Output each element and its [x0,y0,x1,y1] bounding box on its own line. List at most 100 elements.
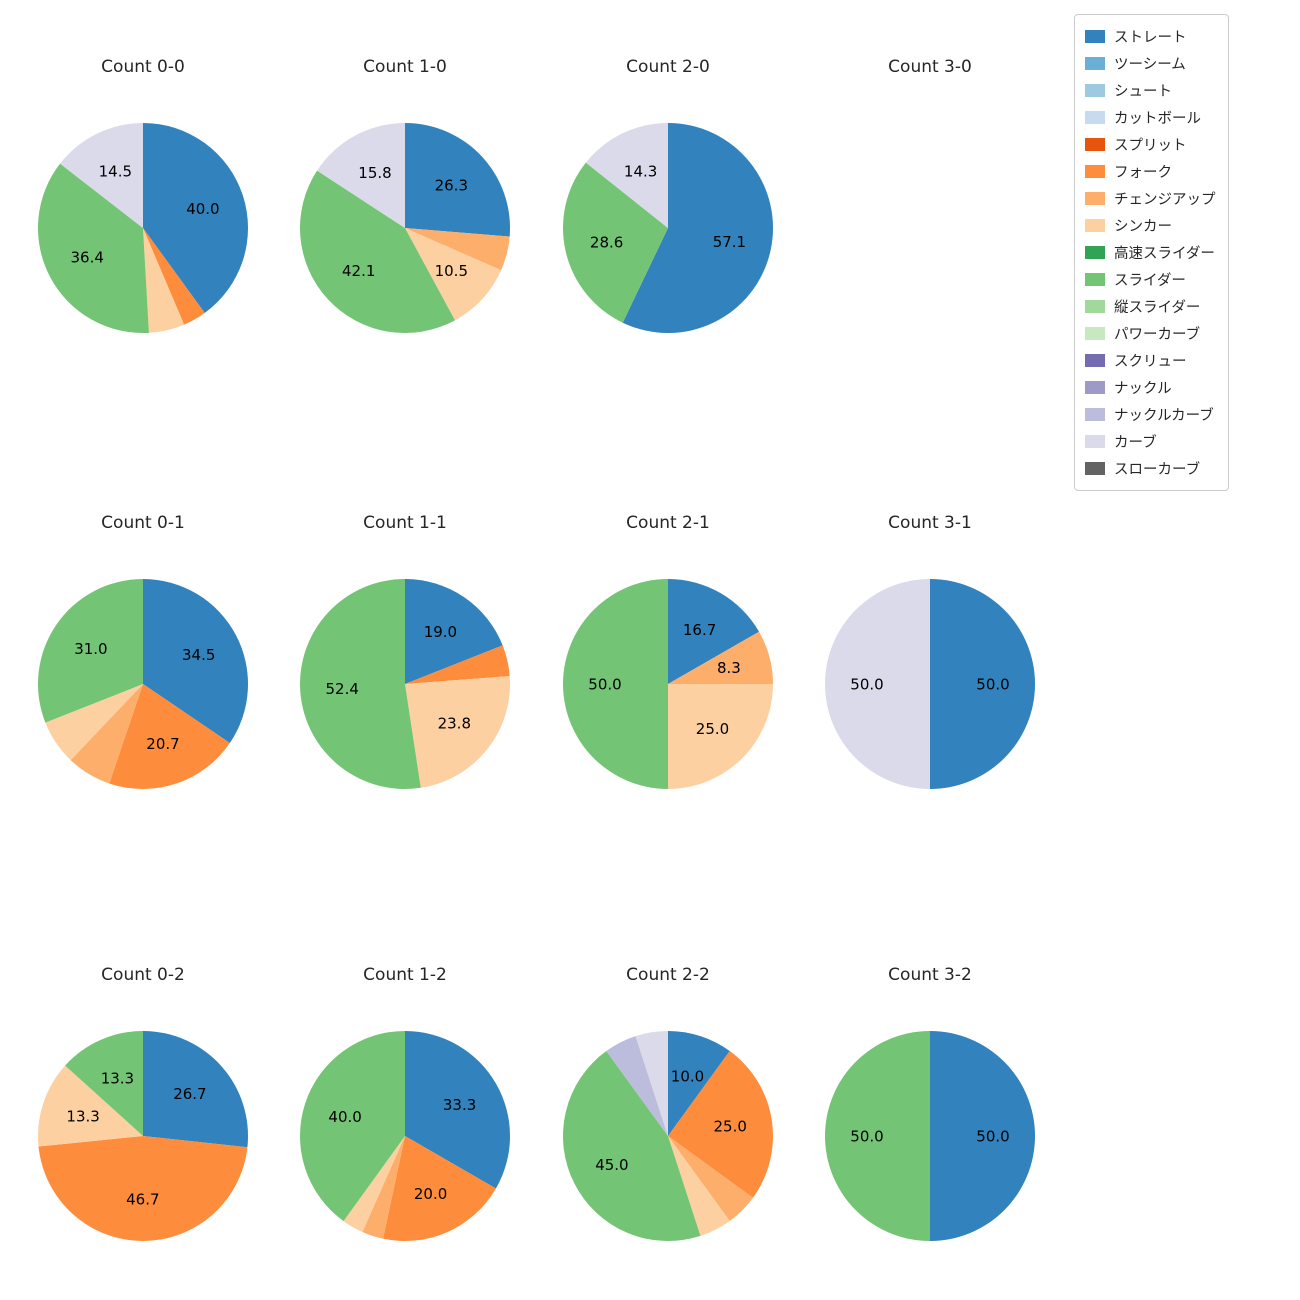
pie-count-2-1: 16.7 8.3 25.0 50.0 [563,579,773,789]
pie-value-label: 31.0 [74,640,107,658]
pie-count-0-0: 40.0 36.4 14.5 [37,122,249,333]
legend-label: カーブ [1114,435,1157,451]
legend-item: スローカーブ [1085,455,1216,482]
pie-chart-count-1-0: Count 1-0 26.3 10.5 42.1 15.8 [275,56,535,334]
pie-slice [825,1031,930,1241]
pie-value-label: 25.0 [696,720,729,738]
legend-item: スクリュー [1085,347,1216,374]
pie-chart-count-1-2: Count 1-2 33.3 20.0 40.0 [275,964,535,1242]
pie-slice [405,228,510,271]
pie-value-label: 33.3 [443,1096,476,1114]
pie-value-label: 26.7 [173,1085,206,1103]
chart-title-count-3-0: Count 3-0 [888,57,972,77]
pie-slice [405,676,510,788]
legend-item: シュート [1085,77,1216,104]
legend-item: ストレート [1085,23,1216,50]
legend-list: ストレート ツーシーム シュート カットボール スプリット フォーク チェンジアップ シンカー… [1085,23,1216,482]
pie-value-label: 34.5 [182,646,215,664]
pie-chart-count-0-1: Count 0-1 34.5 20.7 31.0 [13,512,273,790]
legend-label: 縦スライダー [1114,300,1201,316]
pie-value-label: 50.0 [588,675,621,693]
pie-slice [383,1136,496,1242]
legend-item: スプリット [1085,131,1216,158]
pie-value-label: 14.5 [99,163,132,181]
chart-title-count-0-0: Count 0-0 [101,57,185,77]
pie-value-label: 26.3 [435,177,468,195]
pie-value-label: 50.0 [850,1127,883,1145]
legend-color-swatch [1085,327,1105,340]
pie-slice [109,684,230,790]
legend-item: 縦スライダー [1085,293,1216,320]
pie-count-2-2: 10.0 25.0 45.0 [562,1031,774,1242]
pie-count-0-1: 34.5 20.7 31.0 [37,579,248,790]
pie-slice [362,1136,405,1239]
legend-color-swatch [1085,381,1105,394]
pie-value-label: 20.7 [146,735,179,753]
legend-color-swatch [1085,354,1105,367]
pie-value-label: 42.1 [342,262,375,280]
pie-slice [622,123,774,333]
pie-value-label: 10.5 [435,262,468,280]
pie-slice [300,1031,405,1222]
pie-value-label: 20.0 [414,1185,447,1203]
chart-title-count-0-2: Count 0-2 [101,965,185,985]
pie-slice [563,162,668,323]
pie-slice [668,631,773,684]
pie-value-label: 28.6 [590,233,623,251]
legend-color-swatch [1085,273,1105,286]
pie-slice [668,1136,753,1221]
legend-color-swatch [1085,84,1105,97]
legend-item: 高速スライダー [1085,239,1216,266]
pie-value-label: 45.0 [595,1156,628,1174]
pie-slice [70,684,143,784]
legend-item: スライダー [1085,266,1216,293]
pie-chart-count-2-2: Count 2-2 10.0 25.0 45.0 [538,964,798,1242]
pie-value-label: 19.0 [424,623,457,641]
pie-slice [38,1065,143,1147]
pie-count-2-0: 57.1 28.6 14.3 [563,123,774,333]
pie-value-label: 16.7 [683,621,716,639]
legend-color-swatch [1085,192,1105,205]
legend-item: カーブ [1085,428,1216,455]
legend-label: スローカーブ [1114,462,1201,478]
legend-label: ツーシーム [1114,57,1186,73]
pie-count-3-2: 50.0 50.0 [825,1031,1035,1241]
legend-item: カットボール [1085,104,1216,131]
pie-slice [37,579,143,723]
pie-count-1-1: 19.0 23.8 52.4 [300,579,510,789]
legend-label: フォーク [1114,165,1172,181]
legend-color-swatch [1085,111,1105,124]
pie-slice [300,579,421,789]
pie-value-label: 15.8 [358,164,391,182]
pie-count-1-2: 33.3 20.0 40.0 [300,1031,510,1242]
chart-title-count-1-1: Count 1-1 [363,513,447,533]
pie-slice [405,123,511,237]
legend-item: チェンジアップ [1085,185,1216,212]
pie-value-label: 14.3 [624,163,657,181]
pie-slice [668,1136,730,1236]
pie-slice [405,1031,510,1189]
pie-value-label: 50.0 [976,675,1009,693]
pie-value-label: 57.1 [713,233,746,251]
pie-slice [37,163,149,333]
pie-chart-count-3-0: Count 3-0 [800,56,1060,334]
legend-item: ツーシーム [1085,50,1216,77]
legend-color-swatch [1085,246,1105,259]
chart-title-count-3-2: Count 3-2 [888,965,972,985]
pie-slice [606,1036,668,1136]
legend-label: 高速スライダー [1114,246,1215,262]
pie-slice [668,1051,774,1198]
legend-item: フォーク [1085,158,1216,185]
legend-color-swatch [1085,219,1105,232]
pie-chart-count-3-1: Count 3-1 50.0 50.0 [800,512,1060,790]
legend-color-swatch [1085,57,1105,70]
chart-title-count-3-1: Count 3-1 [888,513,972,533]
chart-title-count-1-0: Count 1-0 [363,57,447,77]
legend-color-swatch [1085,138,1105,151]
legend-label: カットボール [1114,111,1201,127]
pie-value-label: 46.7 [126,1190,159,1208]
legend-item: ナックルカーブ [1085,401,1216,428]
legend-label: ストレート [1114,30,1187,46]
pie-slice [930,579,1035,789]
legend-color-swatch [1085,30,1105,43]
